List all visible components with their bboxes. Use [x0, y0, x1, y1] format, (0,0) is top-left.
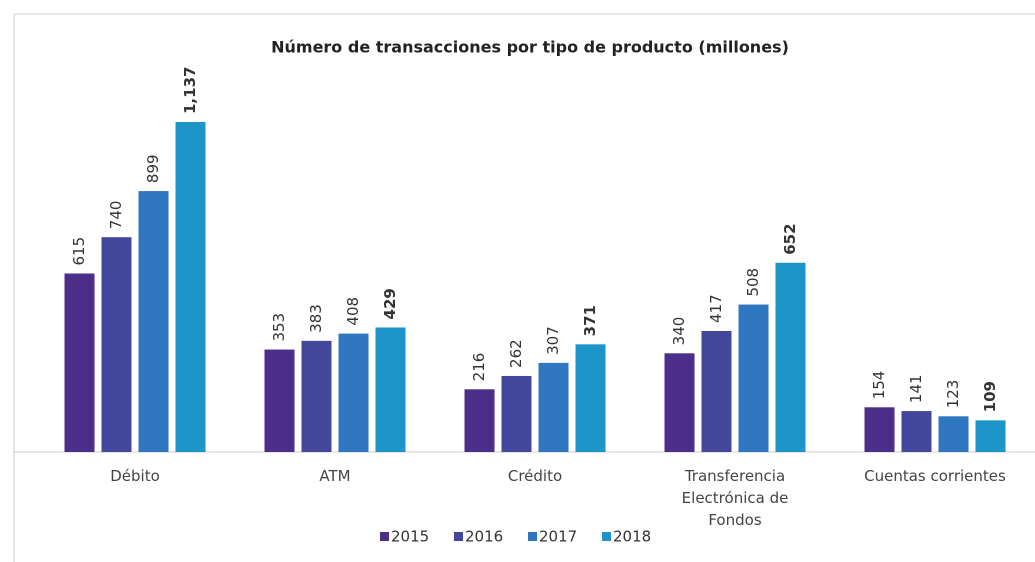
legend-swatch: [454, 532, 463, 541]
data-label: 429: [381, 288, 399, 319]
data-label: 508: [744, 268, 762, 297]
data-label: 262: [507, 339, 525, 368]
legend-label: 2018: [613, 528, 651, 546]
chart-title: Número de transacciones por tipo de prod…: [271, 38, 789, 57]
bar: [664, 353, 695, 452]
x-tick-label: Débito: [110, 467, 160, 485]
data-label: 109: [981, 381, 999, 412]
data-label: 740: [107, 201, 125, 230]
data-label: 353: [270, 313, 288, 342]
data-label: 383: [307, 304, 325, 333]
legend-label: 2015: [391, 528, 429, 546]
data-label: 216: [470, 353, 488, 382]
bar: [901, 411, 932, 452]
legend-swatch: [528, 532, 537, 541]
data-label: 340: [670, 317, 688, 346]
bar: [575, 344, 606, 452]
legend-swatch: [602, 532, 611, 541]
bar: [64, 273, 95, 452]
data-label: 141: [907, 374, 925, 403]
legend-label: 2016: [465, 528, 503, 546]
data-label: 899: [144, 154, 162, 183]
x-tick-label: ATM: [319, 467, 351, 485]
bar: [338, 333, 369, 452]
bar: [138, 191, 169, 452]
bar: [975, 420, 1006, 452]
legend-swatch: [380, 532, 389, 541]
x-tick-label: Transferencia Electrónica de Fondos: [681, 467, 789, 529]
bar: [464, 389, 495, 452]
bar: [375, 327, 406, 452]
bar: [501, 375, 532, 452]
legend-label: 2017: [539, 528, 577, 546]
data-label: 1,137: [181, 67, 199, 114]
bar: [175, 122, 206, 452]
data-label: 154: [870, 371, 888, 400]
data-label: 652: [781, 223, 799, 254]
bar: [701, 330, 732, 452]
x-tick-label: Crédito: [507, 467, 563, 485]
bar: [775, 262, 806, 452]
x-tick-label: Cuentas corrientes: [864, 467, 1006, 485]
data-label: 615: [70, 237, 88, 266]
bar: [538, 362, 569, 452]
bar: [938, 416, 969, 452]
bar: [301, 340, 332, 452]
data-label: 417: [707, 294, 725, 323]
data-label: 307: [544, 326, 562, 355]
bar: [264, 349, 295, 452]
data-label: 371: [581, 305, 599, 336]
bar: [101, 237, 132, 452]
data-label: 408: [344, 297, 362, 326]
data-label: 123: [944, 380, 962, 409]
bar: [864, 407, 895, 452]
bar: [738, 304, 769, 452]
